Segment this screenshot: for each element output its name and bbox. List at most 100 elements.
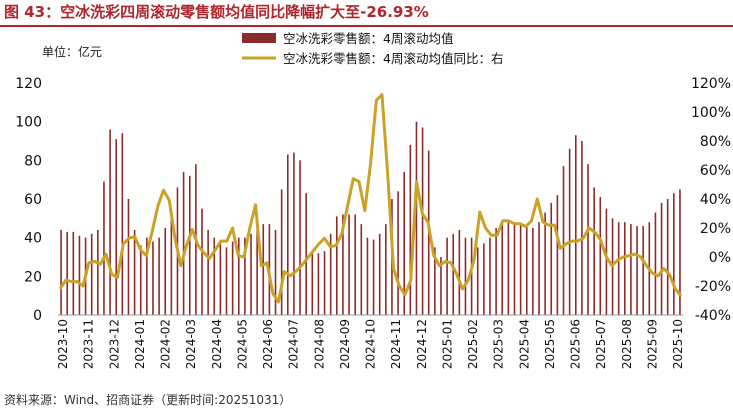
bar	[562, 166, 565, 315]
bar	[538, 222, 540, 315]
bar	[452, 233, 455, 315]
x-tick-label: 2024-06	[261, 319, 275, 369]
bar	[231, 241, 234, 315]
bar	[574, 135, 577, 315]
bar	[385, 224, 387, 315]
x-tick-label: 2023-10	[56, 319, 70, 369]
x-tick-label: 2025-09	[645, 319, 659, 369]
x-tick-label: 2025-03	[492, 319, 506, 369]
bar	[127, 199, 130, 315]
bar	[403, 171, 406, 315]
right-y-tick-label: 60%	[700, 163, 731, 179]
x-tick-label: 2025-07	[594, 319, 608, 369]
bar	[378, 233, 381, 315]
x-tick-label: 2024-09	[338, 319, 352, 369]
bar	[286, 154, 289, 315]
bar	[146, 237, 148, 315]
bar	[60, 229, 62, 315]
bar	[550, 202, 553, 315]
x-tick-label: 2024-08	[312, 319, 326, 369]
x-tick-label: 2024-11	[389, 319, 403, 369]
bar	[679, 189, 681, 315]
bar	[293, 152, 295, 315]
unit-label: 单位：亿元	[42, 45, 103, 59]
bar	[525, 226, 528, 315]
bar	[274, 229, 277, 315]
x-tick-label: 2024-03	[184, 319, 198, 369]
x-tick-label: 2024-10	[364, 319, 378, 369]
bar	[170, 212, 173, 315]
bar	[636, 226, 638, 315]
bar	[305, 193, 307, 315]
bar	[237, 237, 240, 315]
bar	[446, 237, 448, 315]
bar	[66, 231, 68, 315]
bar	[207, 229, 209, 315]
bar	[133, 229, 136, 315]
x-tick-label: 2025-02	[466, 319, 480, 369]
bar	[489, 237, 491, 315]
yoy-line	[58, 93, 683, 304]
bar	[152, 241, 154, 315]
bar	[317, 253, 320, 315]
bar	[434, 247, 436, 315]
bar	[440, 257, 442, 315]
legend-bar-swatch	[242, 33, 276, 43]
bar	[630, 224, 632, 315]
bar	[605, 208, 608, 315]
title-underline	[0, 25, 733, 27]
bar	[97, 229, 99, 315]
right-y-tick-label: 20%	[700, 221, 731, 237]
bar	[182, 171, 185, 315]
bar	[323, 251, 326, 315]
x-tick-label: 2024-12	[415, 319, 429, 369]
bar	[409, 144, 412, 315]
bar	[519, 224, 522, 315]
legend: 空冰洗彩零售额：4周滚动均值 空冰洗彩零售额：4周滚动均值同比：右	[242, 31, 503, 66]
bar	[354, 214, 356, 315]
x-tick-label: 2024-04	[210, 319, 224, 369]
right-y-tick-label: 0%	[709, 250, 731, 266]
bar	[335, 216, 338, 315]
x-tick-label: 2025-10	[671, 319, 685, 369]
bar	[164, 228, 167, 315]
bar	[90, 233, 93, 315]
bar	[201, 208, 203, 315]
bar	[568, 148, 571, 315]
bar	[476, 247, 479, 315]
line-series	[58, 93, 683, 304]
bar	[311, 253, 314, 315]
right-y-tick-label: -40%	[695, 308, 731, 324]
x-axis: 2023-10 2023-11 2023-12 2024-01 2024-02 2024-…	[56, 319, 685, 369]
bar	[556, 195, 559, 315]
bar	[299, 160, 301, 315]
source-note: 资料来源：Wind、招商证券（更新时间:20251031）	[4, 393, 292, 407]
bar	[458, 229, 461, 315]
bar	[532, 228, 534, 315]
bar	[673, 193, 675, 315]
bar	[470, 237, 473, 315]
bar	[250, 233, 252, 315]
legend-bar-label: 空冰洗彩零售额：4周滚动均值	[283, 31, 453, 46]
bar	[329, 233, 332, 315]
left-y-tick-label: 20	[24, 269, 42, 285]
left-y-tick-label: 60	[24, 192, 42, 208]
x-tick-label: 2025-06	[569, 319, 583, 369]
bar	[225, 247, 228, 315]
right-y-tick-label: 40%	[700, 192, 731, 208]
bar	[158, 237, 160, 315]
bar	[483, 243, 485, 315]
bar	[262, 224, 265, 315]
x-tick-label: 2024-01	[133, 319, 147, 369]
left-y-tick-label: 100	[15, 115, 42, 131]
x-tick-label: 2025-04	[517, 319, 531, 369]
x-tick-label: 2024-05	[235, 319, 249, 369]
bar	[593, 187, 595, 315]
bar	[109, 129, 111, 315]
bar	[587, 164, 589, 315]
bar	[342, 214, 344, 315]
right-y-tick-label: 120%	[691, 76, 731, 92]
left-y-tick-label: 0	[33, 308, 42, 324]
right-y-tick-label: 80%	[700, 134, 731, 150]
